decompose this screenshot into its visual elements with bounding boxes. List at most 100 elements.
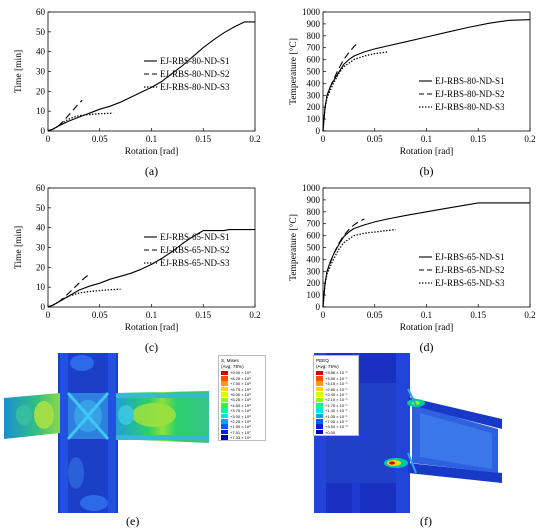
- legend-scale-value: +3.15 × 10⁻¹: [325, 381, 348, 387]
- series-line-1: [47, 229, 255, 308]
- legend-color-swatch: [316, 392, 323, 397]
- caption-e: (e): [126, 514, 140, 528]
- legend-scale-row: +1.05 × 10⁻¹: [314, 413, 358, 419]
- x-tick-label: 0.2: [249, 134, 260, 144]
- y-tick-label: 50: [36, 27, 46, 37]
- legend-scale-value: +1.50 × 10⁸: [230, 424, 251, 430]
- legend-label-2: EJ-RBS-80-ND-S2: [160, 69, 230, 79]
- y-tick-label: 30: [36, 67, 46, 77]
- y-tick-label: 100: [307, 114, 321, 124]
- legend-scale-row: +2.10 × 10⁻¹: [314, 397, 358, 402]
- chart-c: 0 10 20 30 40 50 60 0 0.05 0.1 0.15 0.2 Rotation [ra…: [14, 183, 261, 354]
- legend-color-swatch: [316, 402, 323, 408]
- x-tick-label: 0.1: [146, 134, 157, 144]
- series-line-2: [322, 43, 358, 132]
- legend-scale-value: +6.00 × 10⁸: [230, 391, 251, 397]
- legend-scale-value: +2.80 × 10⁻¹: [325, 386, 348, 392]
- y-tick-label: 500: [307, 67, 321, 77]
- x-tick-label: 0.15: [195, 310, 211, 320]
- y-tick-label: 50: [36, 203, 46, 213]
- legend-color-swatch: [316, 397, 323, 403]
- y-tick-label: 100: [307, 290, 321, 300]
- legend-scale-value: +2.45 × 10⁻¹: [325, 391, 348, 397]
- x-tick-label: 0.2: [249, 310, 260, 320]
- legend-scale-row: +6.75 × 10⁸: [219, 386, 265, 392]
- y-tick-label: 1000: [302, 183, 321, 193]
- legend-color-swatch: [221, 408, 228, 413]
- caption-b: (b): [420, 164, 434, 178]
- legend-label-1: EJ-RBS-80-ND-S1: [160, 56, 230, 66]
- x-tick-label: 0.2: [524, 310, 535, 320]
- x-tick-label: 0.1: [421, 310, 432, 320]
- legend-label-2: EJ-RBS-80-ND-S2: [435, 89, 505, 99]
- legend-scale-row: +9.00 × 10⁸: [219, 370, 265, 375]
- legend-scale-value: +3.86 × 10⁻¹: [325, 370, 348, 376]
- legend-scale-row: +1.75 × 10⁻¹: [314, 403, 358, 408]
- strain-legend-title: PEEQ (Avg: 75%): [316, 358, 339, 369]
- x-tick-label: 0.15: [470, 134, 486, 144]
- legend-scale-value: +1.05 × 10⁻¹: [325, 413, 348, 419]
- y-tick-label: 30: [36, 243, 46, 253]
- legend-color-swatch: [221, 370, 228, 376]
- stress-contour-panel: S, Mises (Avg: 75%) +9.00 × 10⁸ +8.25 × 1…: [4, 353, 266, 513]
- legend-scale-value: +5.25 × 10⁸: [230, 397, 251, 403]
- legend-scale-value: +2.25 × 10⁸: [230, 418, 251, 424]
- y-tick-label: 700: [307, 43, 321, 53]
- y-tick-label: 10: [36, 106, 46, 116]
- y-tick-label: 10: [36, 282, 46, 292]
- y-tick-label: 0: [41, 302, 46, 312]
- legend-scale-value: +1.40 × 10⁻¹: [325, 408, 348, 414]
- legend-scale-row: +1.40 × 10⁻¹: [314, 408, 358, 413]
- legend-scale-value: +2.10 × 10⁻¹: [325, 397, 348, 403]
- legend-scale-value: +8.25 × 10⁸: [230, 375, 251, 381]
- legend-scale-row: +6.00 × 10⁸: [219, 392, 265, 397]
- legend-color-swatch: [221, 392, 228, 397]
- series-line-2: [322, 218, 365, 308]
- legend-label-3: EJ-RBS-65-ND-S3: [435, 278, 505, 288]
- x-tick-label: 0.05: [92, 134, 108, 144]
- legend-scale-value: +7.50 × 10⁸: [230, 381, 251, 387]
- legend-color-swatch: [316, 424, 323, 430]
- legend-scale-row: +0.00: [314, 429, 358, 435]
- legend-color-swatch: [221, 424, 228, 430]
- legend-color-swatch: [221, 429, 228, 435]
- x-tick-label: 0.2: [524, 134, 535, 144]
- legend-color-swatch: [316, 370, 323, 376]
- legend-color-swatch: [221, 419, 228, 424]
- strain-legend-scale: +3.86 × 10⁻¹ +3.50 × 10⁻¹ +3.15 × 10⁻¹ +2.8…: [314, 370, 358, 435]
- legend-scale-row: +3.15 × 10⁻¹: [314, 381, 358, 386]
- x-tick-label: 0.15: [195, 134, 211, 144]
- legend-scale-value: +7.33 × 10⁴: [230, 435, 251, 441]
- stress-legend-title: S, Mises (Avg: 75%): [221, 358, 244, 369]
- legend-scale-row: +2.45 × 10⁻¹: [314, 392, 358, 397]
- legend-scale-row: +3.75 × 10⁸: [219, 408, 265, 413]
- legend-scale-value: +9.00 × 10⁸: [230, 370, 251, 376]
- x-axis-label: Rotation [rad]: [125, 147, 179, 157]
- legend-color-swatch: [316, 419, 323, 424]
- legend-scale-row: +4.50 × 10⁸: [219, 403, 265, 408]
- legend-scale-row: +3.00 × 10⁸: [219, 413, 265, 419]
- legend-scale-row: +7.33 × 10⁴: [219, 435, 265, 440]
- legend-color-swatch: [221, 413, 228, 419]
- legend-label-1: EJ-RBS-65-ND-S1: [160, 232, 230, 242]
- y-tick-label: 0: [316, 302, 321, 312]
- legend-color-swatch: [316, 386, 323, 392]
- legend-color-swatch: [221, 397, 228, 403]
- series-line-2: [47, 273, 90, 308]
- plot-frame: [322, 11, 531, 132]
- x-tick-label: 0: [321, 310, 326, 320]
- legend-color-swatch: [221, 402, 228, 408]
- legend-color-swatch: [221, 386, 228, 392]
- series-line-3: [47, 288, 121, 308]
- caption-c: (c): [145, 340, 158, 354]
- legend-scale-row: +7.51 × 10⁷: [219, 429, 265, 435]
- y-tick-label: 20: [36, 262, 46, 272]
- legend-color-swatch: [316, 413, 323, 419]
- x-tick-label: 0.1: [146, 310, 157, 320]
- legend-scale-row: +7.50 × 10⁸: [219, 381, 265, 386]
- legend-scale-value: +3.50 × 10⁻¹: [325, 375, 348, 381]
- strain-contour-panel: PEEQ (Avg: 75%) +3.86 × 10⁻¹ +3.50 × 10⁻¹…: [312, 353, 546, 513]
- legend-scale-row: +7.00 × 10⁻²: [314, 419, 358, 424]
- y-axis-label: Time [min]: [14, 226, 24, 269]
